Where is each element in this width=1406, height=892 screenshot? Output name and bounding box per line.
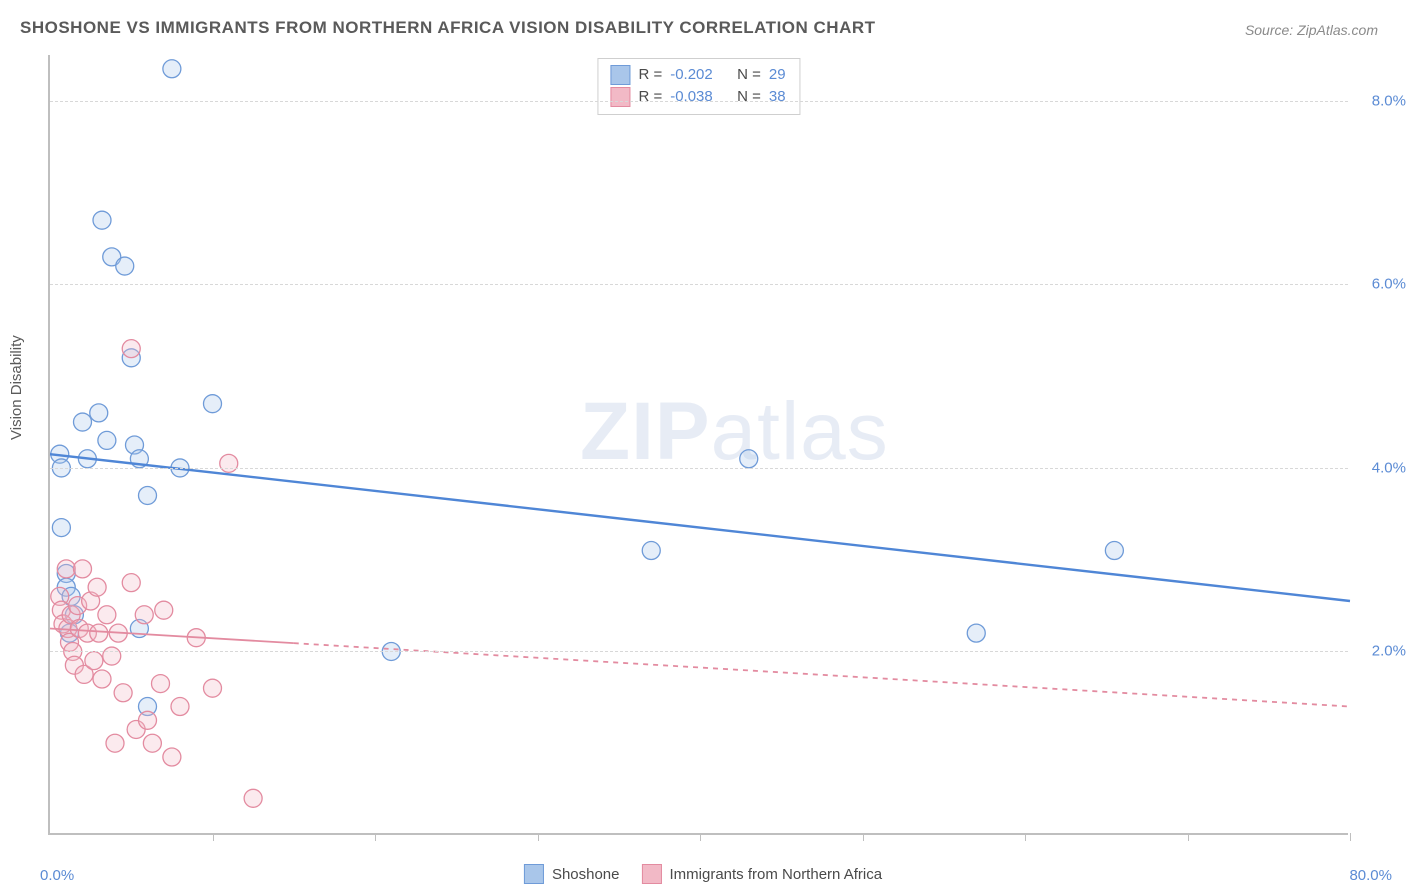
gridline bbox=[50, 101, 1348, 102]
n-label-1: N = bbox=[737, 86, 761, 108]
data-point-shoshone bbox=[204, 395, 222, 413]
trend-line-nafrica-dashed bbox=[294, 643, 1350, 706]
n-value-0: 29 bbox=[769, 64, 786, 86]
data-point-shoshone bbox=[967, 624, 985, 642]
r-value-1: -0.038 bbox=[670, 86, 713, 108]
r-label-0: R = bbox=[638, 64, 662, 86]
data-point-nafrica bbox=[244, 789, 262, 807]
data-point-nafrica bbox=[204, 679, 222, 697]
x-tick bbox=[213, 833, 214, 841]
data-point-shoshone bbox=[642, 542, 660, 560]
data-point-nafrica bbox=[220, 454, 238, 472]
x-tick bbox=[1025, 833, 1026, 841]
n-label-0: N = bbox=[737, 64, 761, 86]
y-tick-label: 2.0% bbox=[1372, 643, 1406, 660]
data-point-nafrica bbox=[106, 734, 124, 752]
data-point-nafrica bbox=[85, 652, 103, 670]
data-point-shoshone bbox=[98, 431, 116, 449]
data-point-nafrica bbox=[103, 647, 121, 665]
series-label-0: Shoshone bbox=[552, 866, 620, 883]
data-point-nafrica bbox=[57, 560, 75, 578]
data-point-nafrica bbox=[155, 601, 173, 619]
data-point-shoshone bbox=[74, 413, 92, 431]
data-point-shoshone bbox=[139, 486, 157, 504]
data-point-nafrica bbox=[143, 734, 161, 752]
n-value-1: 38 bbox=[769, 86, 786, 108]
r-value-0: -0.202 bbox=[670, 64, 713, 86]
y-tick-label: 6.0% bbox=[1372, 276, 1406, 293]
correlation-legend: R = -0.202 N = 29 R = -0.038 N = 38 bbox=[597, 58, 800, 115]
data-point-nafrica bbox=[135, 606, 153, 624]
legend-row-nafrica: R = -0.038 N = 38 bbox=[610, 86, 785, 108]
series-label-1: Immigrants from Northern Africa bbox=[670, 866, 883, 883]
source-attribution: Source: ZipAtlas.com bbox=[1245, 22, 1378, 38]
swatch-nafrica bbox=[610, 87, 630, 107]
x-tick bbox=[1350, 833, 1351, 841]
x-tick bbox=[538, 833, 539, 841]
data-point-nafrica bbox=[139, 711, 157, 729]
data-point-shoshone bbox=[1105, 542, 1123, 560]
data-point-nafrica bbox=[122, 340, 140, 358]
y-axis-label: Vision Disability bbox=[8, 335, 25, 440]
legend-row-shoshone: R = -0.202 N = 29 bbox=[610, 64, 785, 86]
data-point-shoshone bbox=[93, 211, 111, 229]
data-point-shoshone bbox=[116, 257, 134, 275]
legend-item-shoshone: Shoshone bbox=[524, 864, 620, 884]
data-point-shoshone bbox=[163, 60, 181, 78]
x-axis-max: 80.0% bbox=[1349, 867, 1392, 884]
data-point-nafrica bbox=[74, 560, 92, 578]
gridline bbox=[50, 651, 1348, 652]
data-point-nafrica bbox=[98, 606, 116, 624]
data-point-shoshone bbox=[52, 519, 70, 537]
plot-area: ZIPatlas R = -0.202 N = 29 R = -0.038 N … bbox=[48, 55, 1348, 835]
x-tick bbox=[375, 833, 376, 841]
data-point-nafrica bbox=[163, 748, 181, 766]
legend-item-nafrica: Immigrants from Northern Africa bbox=[642, 864, 883, 884]
data-point-nafrica bbox=[122, 574, 140, 592]
x-tick bbox=[700, 833, 701, 841]
data-point-nafrica bbox=[152, 675, 170, 693]
gridline bbox=[50, 284, 1348, 285]
chart-svg bbox=[50, 55, 1348, 833]
data-point-shoshone bbox=[90, 404, 108, 422]
swatch-bottom-shoshone bbox=[524, 864, 544, 884]
series-legend: Shoshone Immigrants from Northern Africa bbox=[524, 864, 882, 884]
chart-title: SHOSHONE VS IMMIGRANTS FROM NORTHERN AFR… bbox=[20, 18, 876, 38]
data-point-nafrica bbox=[114, 684, 132, 702]
data-point-nafrica bbox=[90, 624, 108, 642]
y-tick-label: 8.0% bbox=[1372, 92, 1406, 109]
x-tick bbox=[1188, 833, 1189, 841]
data-point-nafrica bbox=[93, 670, 111, 688]
data-point-nafrica bbox=[88, 578, 106, 596]
x-tick bbox=[863, 833, 864, 841]
x-axis-min: 0.0% bbox=[40, 867, 74, 884]
data-point-nafrica bbox=[171, 698, 189, 716]
swatch-bottom-nafrica bbox=[642, 864, 662, 884]
trend-line-shoshone bbox=[50, 454, 1350, 601]
data-point-shoshone bbox=[740, 450, 758, 468]
r-label-1: R = bbox=[638, 86, 662, 108]
gridline bbox=[50, 468, 1348, 469]
y-tick-label: 4.0% bbox=[1372, 459, 1406, 476]
swatch-shoshone bbox=[610, 65, 630, 85]
